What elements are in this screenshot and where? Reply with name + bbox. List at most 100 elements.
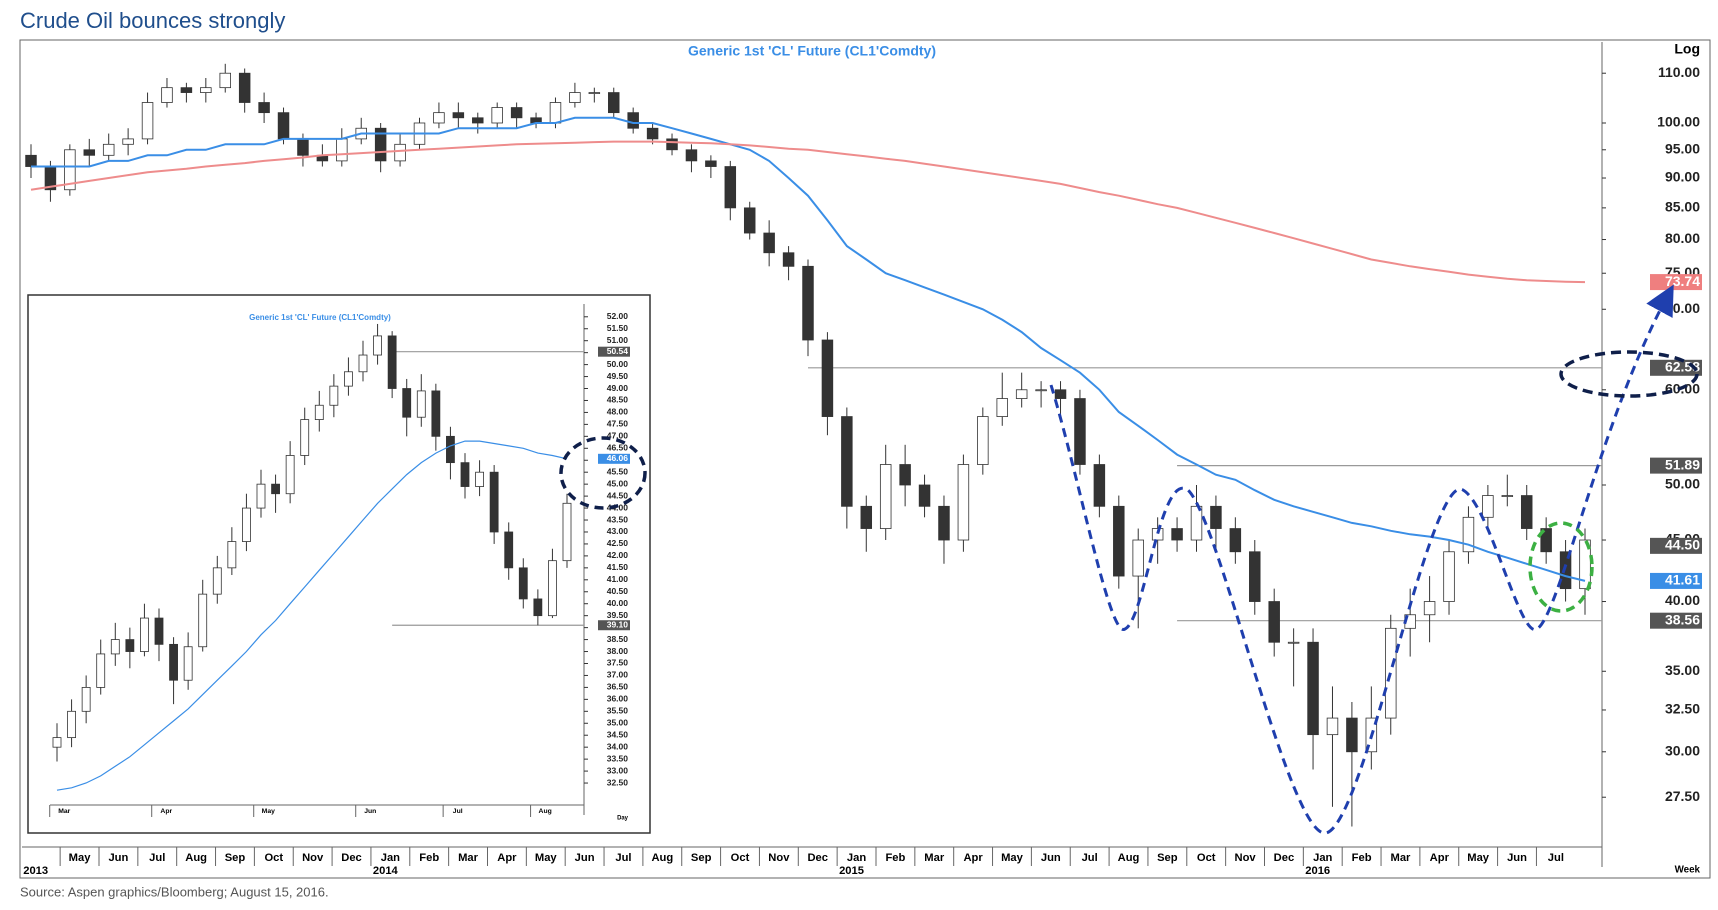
x-tick-label: Feb — [885, 852, 905, 864]
candle-body — [358, 354, 368, 373]
y-tick-label: 35.00 — [1665, 662, 1700, 678]
candle-body — [899, 464, 911, 486]
y-tick-label: 43.00 — [607, 526, 629, 536]
level-box — [1650, 612, 1702, 629]
x-tick-label: Sep — [691, 852, 712, 864]
x-tick-label: Oct — [1197, 852, 1216, 864]
candle-body — [1579, 539, 1591, 590]
candle-body — [110, 639, 120, 655]
y-tick-label: 100.00 — [1657, 114, 1700, 130]
bounce-ellipse — [1528, 521, 1594, 613]
level-box — [1650, 537, 1702, 554]
x-tick-label: Dec — [341, 852, 362, 864]
candle-body — [227, 541, 237, 569]
x-tick-label: Nov — [1234, 852, 1256, 864]
candle-body — [918, 484, 931, 507]
candle-body — [569, 92, 581, 103]
candle-body — [743, 207, 756, 234]
candle-body — [141, 102, 154, 140]
candle-body — [685, 149, 698, 162]
inset-frame — [27, 294, 651, 834]
candle-body — [533, 598, 543, 617]
y-tick-label: 47.50 — [607, 419, 629, 429]
x-tick-label: Oct — [731, 852, 750, 864]
x-tick-label: Feb — [1352, 852, 1372, 864]
candle-body — [67, 710, 76, 739]
x-tick-label: Feb — [419, 852, 439, 864]
y-tick-label: 110.00 — [1658, 64, 1700, 80]
candle-body — [83, 149, 96, 156]
y-tick-label: 40.50 — [607, 586, 629, 596]
candle-body — [431, 390, 441, 437]
level-box — [1650, 457, 1702, 474]
candle-body — [198, 593, 208, 648]
candle-body — [724, 166, 737, 209]
candle-body — [1015, 389, 1028, 399]
y-tick-label: 40.00 — [607, 598, 629, 608]
candle-body — [336, 138, 348, 162]
moving-average — [56, 440, 568, 791]
x-tick-label: Jun — [1041, 852, 1061, 864]
x-tick-label: Oct — [264, 852, 283, 864]
x-tick-label: Mar — [1391, 852, 1412, 864]
y-tick-label: 37.50 — [607, 658, 629, 668]
y-tick-label: 48.50 — [607, 395, 629, 405]
y-tick-label: 41.50 — [607, 562, 629, 572]
candle-body — [475, 471, 484, 487]
x-tick-label: May — [1467, 852, 1490, 864]
y-tick-label: 42.50 — [607, 538, 629, 548]
candle-body — [452, 112, 465, 119]
x-tick-label: Apr — [160, 808, 172, 815]
x-tick-label: May — [69, 852, 92, 864]
candle-body — [1423, 601, 1436, 616]
candle-body — [1249, 551, 1261, 602]
candle-body — [1151, 528, 1164, 541]
candle-body — [1229, 528, 1242, 553]
candle-body — [81, 687, 91, 712]
x-tick-label: May — [262, 808, 275, 815]
candle-body — [183, 646, 193, 681]
candle-body — [1210, 505, 1222, 529]
candle-body — [373, 335, 382, 356]
candle-body — [957, 464, 970, 541]
y-tick-label: 42.00 — [607, 550, 629, 560]
candle-body — [1482, 495, 1494, 518]
candle-body — [122, 138, 134, 145]
x-tick-label: Jan — [381, 852, 400, 864]
candle-body — [25, 154, 37, 167]
pattern-path — [1049, 284, 1674, 835]
candle-body — [608, 92, 620, 114]
y-tick-label: 34.00 — [607, 741, 629, 751]
x-tick-label: Sep — [1157, 852, 1178, 864]
candle-body — [472, 117, 484, 124]
level-label: 62.58 — [1665, 358, 1700, 374]
candle-body — [549, 102, 562, 124]
x-tick-label: Jun — [1507, 852, 1527, 864]
candle-body — [329, 385, 339, 406]
x-tick-label: Jun — [108, 852, 128, 864]
y-tick-label: 36.50 — [607, 682, 629, 692]
x-tick-label: Apr — [963, 852, 983, 864]
candle-body — [1113, 505, 1125, 577]
x-tick-label: Jun — [575, 852, 595, 864]
y-tick-label: 35.00 — [607, 718, 629, 728]
candle-body — [1287, 641, 1300, 644]
candle-body — [96, 653, 106, 688]
year-label: 2013 — [23, 865, 48, 877]
chart-title: Generic 1st 'CL' Future (CL1'Comdty) — [688, 43, 936, 59]
candle-body — [460, 462, 470, 487]
y-tick-label: 36.00 — [607, 694, 629, 704]
candle-body — [1035, 389, 1047, 392]
candle-body — [1443, 551, 1455, 602]
y-tick-label: 39.50 — [607, 610, 629, 620]
candle-body — [489, 471, 499, 533]
candle-body — [491, 107, 503, 124]
y-tick-label: 27.50 — [1665, 788, 1700, 804]
candle-body — [125, 639, 135, 652]
level-label: 73.74 — [1665, 273, 1700, 289]
candle-body — [1540, 528, 1552, 553]
x-tick-label: Dec — [1274, 852, 1295, 864]
candle-body — [821, 339, 834, 417]
y-tick-label: 52.00 — [607, 311, 629, 321]
candle-body — [1093, 464, 1106, 507]
